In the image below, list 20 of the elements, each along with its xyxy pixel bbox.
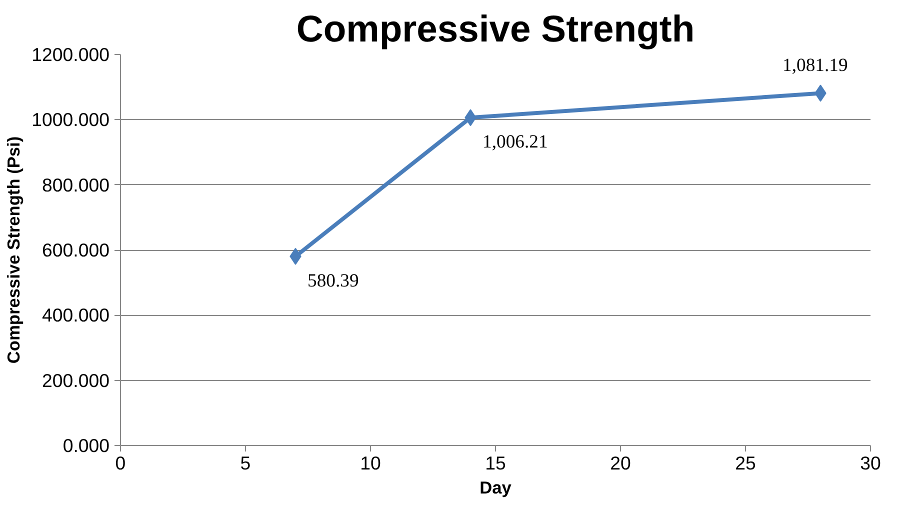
x-tick-label: 10 <box>360 452 381 474</box>
data-label: 1,081.19 <box>782 55 848 76</box>
y-tick-label: 1200.000 <box>32 44 110 65</box>
data-label: 1,006.21 <box>482 132 548 153</box>
y-tick-label: 400.000 <box>42 304 110 326</box>
x-axis-title: Day <box>480 478 512 498</box>
y-tick-label: 600.000 <box>42 240 110 260</box>
y-tick-label: 200.000 <box>42 370 110 391</box>
chart-title: Compressive Strength <box>296 8 695 50</box>
y-tick-label: 1000.000 <box>32 109 110 130</box>
x-tick-label: 20 <box>610 452 631 474</box>
y-tick-label: 0.000 <box>62 435 110 456</box>
y-axis-title: Compressive Strength (Psi) <box>4 136 24 364</box>
x-tick-label: 15 <box>485 452 506 474</box>
x-tick-label: 5 <box>240 452 251 474</box>
data-label: 580.39 <box>308 270 359 292</box>
y-tick-label: 800.000 <box>42 174 110 196</box>
x-tick-label: 0 <box>115 452 126 474</box>
x-tick-label: 30 <box>860 452 881 474</box>
x-tick-label: 25 <box>735 452 756 474</box>
